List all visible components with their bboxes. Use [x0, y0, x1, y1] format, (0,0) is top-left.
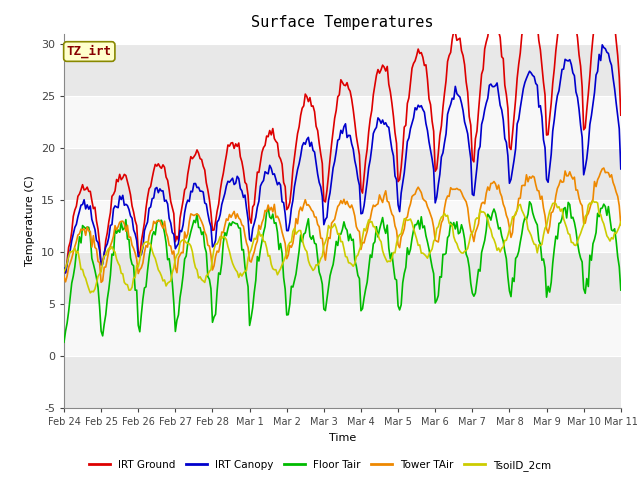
Bar — [64, 148, 621, 200]
Text: TZ_irt: TZ_irt — [67, 45, 112, 58]
X-axis label: Time: Time — [329, 432, 356, 443]
Y-axis label: Temperature (C): Temperature (C) — [26, 175, 35, 266]
Bar — [64, 356, 621, 408]
Bar — [64, 252, 621, 304]
Bar — [64, 96, 621, 148]
Bar — [64, 44, 621, 96]
Legend: IRT Ground, IRT Canopy, Floor Tair, Tower TAir, TsoilD_2cm: IRT Ground, IRT Canopy, Floor Tair, Towe… — [84, 456, 556, 475]
Bar — [64, 200, 621, 252]
Bar — [64, 304, 621, 356]
Title: Surface Temperatures: Surface Temperatures — [251, 15, 434, 30]
